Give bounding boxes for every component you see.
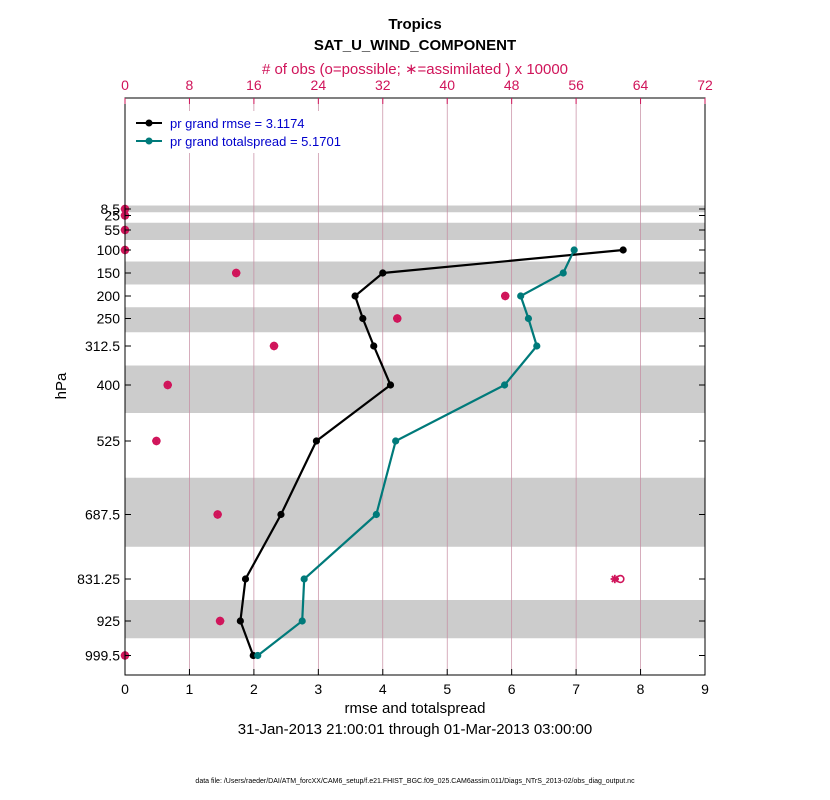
legend-label-spread: pr grand totalspread = 5.1701 [170, 134, 341, 149]
level-band [125, 307, 705, 333]
series-point-1 [392, 437, 400, 445]
series-point-0 [386, 381, 395, 389]
y-tick-label: 25 [104, 208, 120, 224]
legend-marker-spread [145, 137, 153, 145]
legend-label-rmse: pr grand rmse = 3.1174 [170, 116, 305, 131]
obs-assimilated-marker [393, 314, 402, 323]
x-tick-label: 7 [572, 681, 580, 697]
top-tick-label: 64 [633, 77, 649, 93]
x-tick-label: 6 [508, 681, 516, 697]
x-tick-label: 5 [443, 681, 451, 697]
y-tick-label: 200 [97, 288, 121, 304]
top-tick-label: 48 [504, 77, 520, 93]
x-tick-label: 8 [637, 681, 645, 697]
axis-ticks: 0 1 2 3 4 5 6 7 8 90 8 16 24 32 40 48 56 64 728.5255510015… [77, 77, 713, 697]
series-point-0 [241, 575, 250, 583]
legend: pr grand rmse = 3.1174 pr grand totalspr… [131, 111, 370, 153]
series-point-1 [500, 381, 509, 389]
y-tick-label: 400 [97, 377, 121, 393]
x-tick-label: 4 [379, 681, 387, 697]
x-axis-label: rmse and totalspread [345, 700, 486, 717]
obs-assimilated-marker [213, 510, 222, 519]
level-band [125, 365, 705, 413]
series-point-0 [236, 617, 244, 625]
x-tick-label: 1 [186, 681, 194, 697]
series-point-0 [619, 246, 627, 254]
y-tick-label: 525 [97, 433, 121, 449]
x-tick-label: 3 [314, 681, 322, 697]
top-tick-label: 16 [246, 77, 262, 93]
y-tick-label: 8.5 [101, 201, 121, 217]
series-group [236, 246, 627, 660]
obs-assimilated-stroke [393, 314, 401, 323]
series-point-1 [298, 617, 306, 625]
obs-assimilated-marker [163, 380, 172, 390]
legend-box [131, 111, 370, 153]
obs-assimilated-stroke [232, 269, 240, 277]
series-point-0 [312, 437, 320, 445]
obs-assimilated-marker [152, 436, 161, 446]
top-tick-label: 24 [311, 77, 327, 93]
y-axis-label: hPa [53, 372, 70, 399]
plot-frame [124, 97, 706, 676]
legend-marker-rmse [145, 119, 153, 127]
footnote: data file: /Users/raeder/DAI/ATM_forcXX/… [195, 778, 635, 785]
y-tick-label: 312.5 [85, 338, 120, 354]
obs-assimilated-stroke [214, 510, 222, 519]
obs-assimilated-marker [231, 268, 241, 278]
series-point-0 [351, 292, 359, 300]
series-point-1 [524, 314, 533, 323]
level-bands [125, 205, 705, 639]
series-point-1 [372, 510, 380, 519]
y-tick-label: 55 [104, 222, 120, 238]
y-tick-label: 925 [97, 613, 121, 629]
series-point-1 [533, 342, 541, 350]
level-band [125, 261, 705, 285]
y-tick-label: 999.5 [85, 648, 120, 664]
level-band [125, 477, 705, 547]
series-point-1 [254, 651, 262, 660]
level-band [125, 222, 705, 240]
obs-assimilated-stroke [164, 381, 172, 389]
series-point-1 [517, 292, 525, 300]
obs-assimilated-marker [269, 341, 279, 351]
top-axis-label: # of obs (o=possible; ∗=assimilated ) x … [262, 61, 568, 78]
level-band [125, 205, 705, 213]
top-tick-label: 0 [121, 77, 129, 93]
obs-assimilated-stroke [152, 437, 160, 445]
series-point-1 [300, 575, 308, 583]
obs-assimilated-stroke [611, 575, 619, 583]
top-tick-label: 56 [568, 77, 584, 93]
date-range: 31-Jan-2013 21:00:01 through 01-Mar-2013… [238, 721, 592, 738]
top-tick-label: 72 [697, 77, 713, 93]
obs-assimilated-marker [501, 291, 510, 301]
obs-assimilated-marker [610, 574, 619, 584]
series-point-1 [559, 269, 567, 277]
series-point-0 [370, 342, 378, 350]
obs-assimilated-stroke [216, 617, 224, 625]
y-tick-label: 687.5 [85, 507, 120, 523]
top-tick-label: 40 [439, 77, 455, 93]
x-tick-label: 2 [250, 681, 258, 697]
obs-assimilated-stroke [270, 342, 278, 350]
x-tick-label: 0 [121, 681, 129, 697]
chart-title: Tropics [388, 16, 441, 33]
y-tick-label: 100 [97, 242, 121, 258]
series-point-0 [277, 510, 285, 519]
obs-assimilated-marker [215, 616, 225, 626]
y-tick-label: 831.25 [77, 571, 120, 587]
series-point-1 [570, 246, 578, 254]
y-tick-label: 250 [97, 311, 121, 327]
level-band [125, 600, 705, 639]
series-point-0 [359, 314, 367, 323]
obs-assimilated-stroke [501, 292, 509, 300]
top-tick-label: 8 [186, 77, 194, 93]
top-tick-label: 32 [375, 77, 391, 93]
series-point-0 [379, 269, 387, 277]
x-tick-label: 9 [701, 681, 709, 697]
y-tick-label: 150 [97, 265, 121, 281]
chart-subtitle: SAT_U_WIND_COMPONENT [314, 37, 516, 54]
